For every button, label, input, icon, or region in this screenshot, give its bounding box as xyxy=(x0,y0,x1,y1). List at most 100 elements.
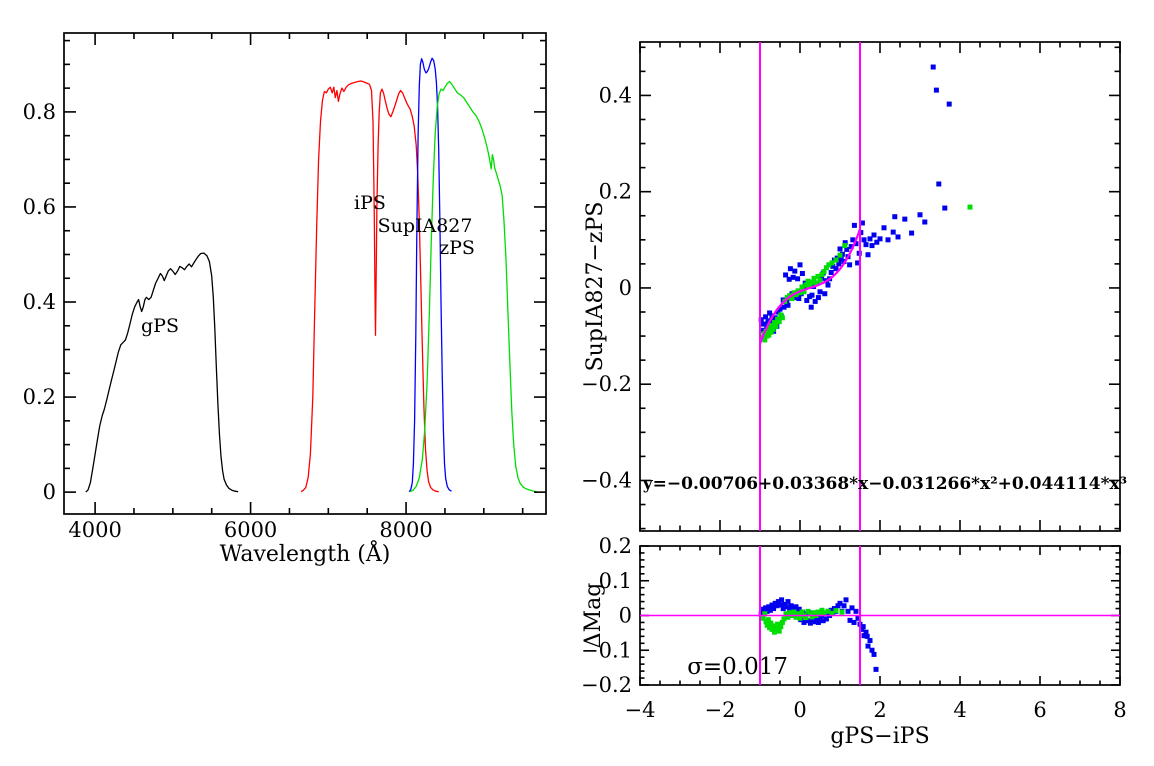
data-point xyxy=(885,237,891,243)
filters-x-tick-label: 6000 xyxy=(224,518,277,542)
data-point xyxy=(842,243,848,249)
data-point xyxy=(821,610,827,616)
data-point xyxy=(820,618,826,624)
color-color-y-axis-label: SupIA827−zPS xyxy=(583,202,608,372)
data-point xyxy=(829,610,835,616)
data-point xyxy=(847,617,853,623)
data-point xyxy=(863,242,869,248)
residuals-x-axis-label: gPS−iPS xyxy=(830,724,929,749)
data-point xyxy=(760,606,766,612)
data-point xyxy=(815,619,821,625)
filter-curve-gPS xyxy=(85,252,239,493)
data-point xyxy=(837,600,843,606)
residuals-y-axis-label: ΔMag xyxy=(581,583,606,649)
color-color-y-tick-label: 0 xyxy=(619,276,632,300)
data-point xyxy=(815,273,821,279)
curve-label-iPS: iPS xyxy=(354,192,386,214)
data-point xyxy=(773,626,779,632)
data-point xyxy=(842,240,848,246)
data-point xyxy=(768,329,774,335)
data-point xyxy=(792,268,798,274)
data-point xyxy=(848,244,854,250)
data-point xyxy=(758,317,764,323)
data-point xyxy=(778,624,784,630)
data-point xyxy=(774,603,780,609)
data-point xyxy=(844,246,850,252)
residuals-y-tick-label: 0.1 xyxy=(599,569,632,593)
data-point xyxy=(795,611,801,617)
data-point xyxy=(807,611,813,617)
data-point xyxy=(787,266,793,272)
data-point xyxy=(793,292,799,298)
data-point xyxy=(865,643,871,649)
data-point xyxy=(833,257,839,263)
data-point xyxy=(793,614,799,620)
data-point xyxy=(821,269,827,275)
data-point xyxy=(804,297,810,303)
data-point xyxy=(917,212,923,218)
data-point xyxy=(785,302,791,308)
data-point xyxy=(770,326,776,332)
data-point xyxy=(869,243,875,249)
data-point xyxy=(853,241,859,247)
data-point xyxy=(795,276,801,282)
residuals-x-tick-label: 2 xyxy=(873,698,886,722)
residuals-y-tick-label: −0.2 xyxy=(581,673,632,697)
data-point xyxy=(799,271,805,277)
data-point xyxy=(760,321,766,327)
color-color-y-tick-label: 0.2 xyxy=(599,180,632,204)
data-point xyxy=(780,606,786,612)
fit-curve xyxy=(758,228,862,345)
data-point xyxy=(833,266,839,272)
data-point xyxy=(942,205,948,211)
data-point xyxy=(783,611,789,617)
data-point xyxy=(823,616,829,622)
filters-plot-area xyxy=(85,57,537,493)
data-point xyxy=(815,295,821,301)
data-point xyxy=(946,101,952,107)
data-point xyxy=(839,609,845,615)
residuals-x-tick-label: 6 xyxy=(1033,698,1046,722)
data-point xyxy=(809,614,815,620)
data-point xyxy=(867,236,873,242)
filters-x-tick-label: 8000 xyxy=(379,518,432,542)
color-color-y-tick-label: −0.2 xyxy=(581,372,632,396)
residuals-x-tick-label: −2 xyxy=(705,698,736,722)
data-point xyxy=(765,327,771,333)
data-point xyxy=(895,234,901,240)
data-point xyxy=(838,256,844,262)
data-point xyxy=(850,237,856,243)
data-point xyxy=(767,310,773,316)
data-point xyxy=(773,323,779,329)
data-point xyxy=(809,279,815,285)
data-point xyxy=(788,603,794,609)
data-point xyxy=(825,608,831,614)
data-point xyxy=(817,277,823,283)
data-point xyxy=(828,270,834,276)
data-point xyxy=(777,602,783,608)
curve-label-zPS: zPS xyxy=(439,237,475,259)
data-point xyxy=(778,312,784,318)
data-point xyxy=(812,619,818,625)
curve-label-SupIA827: SupIA827 xyxy=(378,215,473,237)
data-point xyxy=(796,606,802,612)
residuals-x-tick-label: −4 xyxy=(625,698,656,722)
residuals-y-tick-label: 0 xyxy=(619,604,632,628)
data-point xyxy=(769,602,775,608)
sigma-label: σ=0.017 xyxy=(687,654,788,680)
data-point xyxy=(775,621,781,627)
data-point xyxy=(864,633,870,639)
color-color-y-tick-label: 0.4 xyxy=(599,83,632,107)
data-point xyxy=(790,274,796,280)
data-point xyxy=(865,252,871,258)
residuals-x-tick-label: 8 xyxy=(1113,698,1126,722)
data-point xyxy=(771,606,777,612)
data-point xyxy=(775,309,781,315)
data-point xyxy=(765,617,771,623)
data-point xyxy=(785,599,791,605)
filters-x-tick-label: 4000 xyxy=(68,518,121,542)
filter-curve-iPS xyxy=(300,80,439,493)
data-point xyxy=(781,304,787,310)
data-point xyxy=(790,606,796,612)
